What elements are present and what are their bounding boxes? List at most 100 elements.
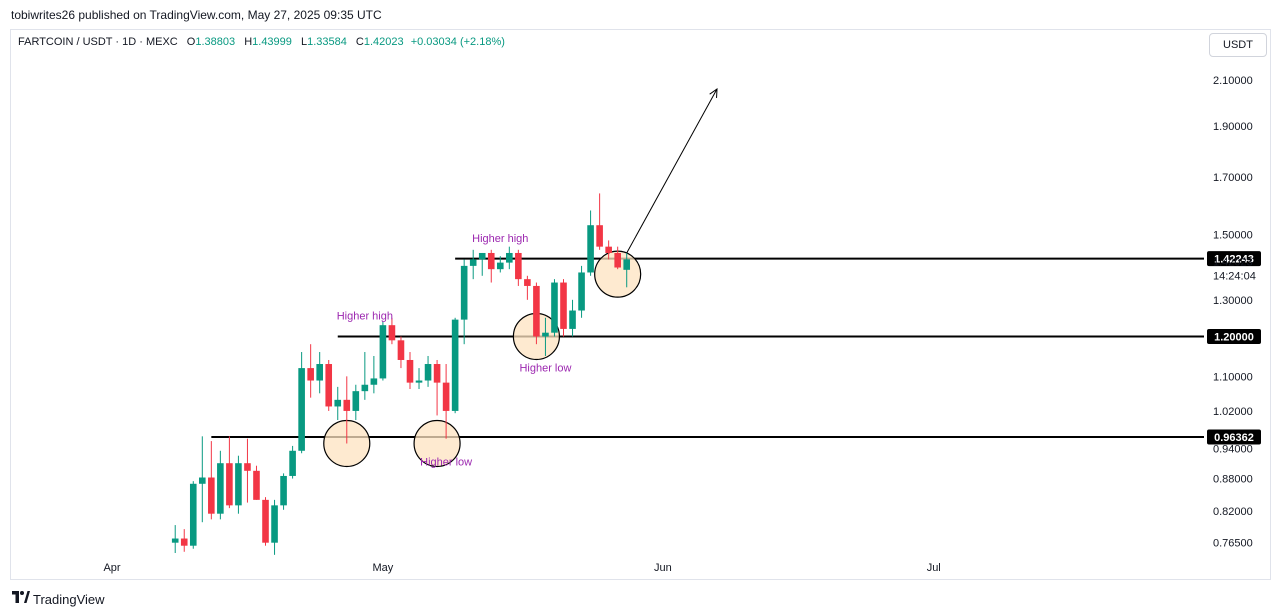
time-tick-label: Jun [654,562,672,574]
price-tick-label: 0.88000 [1213,474,1253,486]
chart-frame [10,29,1271,580]
candle [298,352,305,454]
candle [460,259,468,345]
candle [244,438,251,503]
candle [506,246,513,270]
candle [189,481,197,549]
candle [217,450,224,520]
candle-body [189,483,197,546]
candle [614,246,621,270]
candle-body [560,282,567,329]
candle-body [343,399,351,411]
candle [433,359,441,416]
candle-body [415,380,423,383]
price-tick-label: 1.30000 [1213,295,1253,307]
candle [271,499,278,555]
close-value: 1.42023 [363,36,404,48]
candle [307,344,314,398]
arrow-line [626,88,718,254]
candle [424,355,432,387]
arrow-head [709,87,718,98]
candle-body [316,364,323,381]
candle [397,336,405,369]
candle [478,252,486,276]
candle [289,445,296,479]
candle-body [379,325,387,379]
candle [180,529,188,552]
low-label: L [300,36,308,48]
candle [515,249,522,286]
candle-body [542,332,549,337]
candle [542,317,549,356]
candle [226,436,233,509]
candle-body [280,475,287,506]
candle-body [451,319,459,411]
price-axis: 0.76500 0.82000 0.88000 0.94000 1.02000 1.100… [1207,75,1261,550]
candle-body [551,282,558,333]
candle-body [478,252,486,260]
candle [262,497,269,546]
candle-body [596,225,603,247]
time-tick-label: Jul [927,562,941,574]
candle [469,249,477,280]
candle-body [361,384,369,392]
candle-body [578,272,585,311]
close-label: C [355,36,364,48]
footer: TradingView [12,590,105,608]
candle-body [171,538,179,543]
highlight-circles [323,250,642,468]
candle-body [424,364,432,381]
candle [316,352,323,394]
annotation-label: Higher low [420,457,472,469]
candle-body [605,246,612,253]
candle [379,321,387,381]
low-value: 1.33584 [307,36,347,48]
price-label-text: 1.42243 [1214,254,1254,266]
candle-body [515,252,522,280]
candle [199,436,206,523]
candle [524,275,531,300]
candle-body [180,538,188,546]
candle [361,352,369,400]
highlight-circle [413,419,461,468]
candle [171,525,179,553]
candle-body [217,463,224,514]
candle-body [460,265,468,320]
candle-body [298,368,305,451]
change-value: +0.03034 (+2.18%) [410,36,505,48]
candle-body [271,505,278,543]
horizontal-levels [211,257,1204,438]
candle [569,299,576,337]
candle-body [469,259,477,266]
symbol-name[interactable]: FARTCOIN / USDT · 1D · MEXC [18,36,178,48]
candle [208,441,215,520]
candle-body [388,325,396,341]
price-label-box [1207,328,1261,344]
high-value: 1.43999 [252,36,292,48]
candle-body [506,252,513,263]
price-tick-label: 1.70000 [1213,172,1253,184]
annotations: Higher high Higher high Higher low Higher l… [337,233,572,469]
time-axis: Apr May Jun Jul [103,562,940,574]
candle-body [370,378,378,385]
tradingview-logo-icon[interactable] [12,590,30,608]
time-tick-label: Apr [103,562,120,574]
candle [560,279,567,337]
footer-brand[interactable]: TradingView [33,591,105,607]
last-price-label: 1.42023 [1213,256,1253,268]
price-label-box [1207,429,1261,445]
open-label: O [186,36,196,48]
candle [496,256,504,273]
price-tick-label: 1.90000 [1213,121,1253,133]
time-tick-label: May [373,562,394,574]
candle [442,364,450,439]
price-tick-label: 2.10000 [1213,75,1253,87]
price-tick-label: 1.50000 [1213,229,1253,241]
currency-button[interactable]: USDT [1209,33,1267,57]
candle [343,376,351,444]
price-tick-label: 1.10000 [1213,371,1253,383]
trend-arrow [626,87,718,254]
candle-body [533,285,540,337]
symbol-legend: FARTCOIN / USDT · 1D · MEXC O1.38803 H1.… [18,36,505,48]
